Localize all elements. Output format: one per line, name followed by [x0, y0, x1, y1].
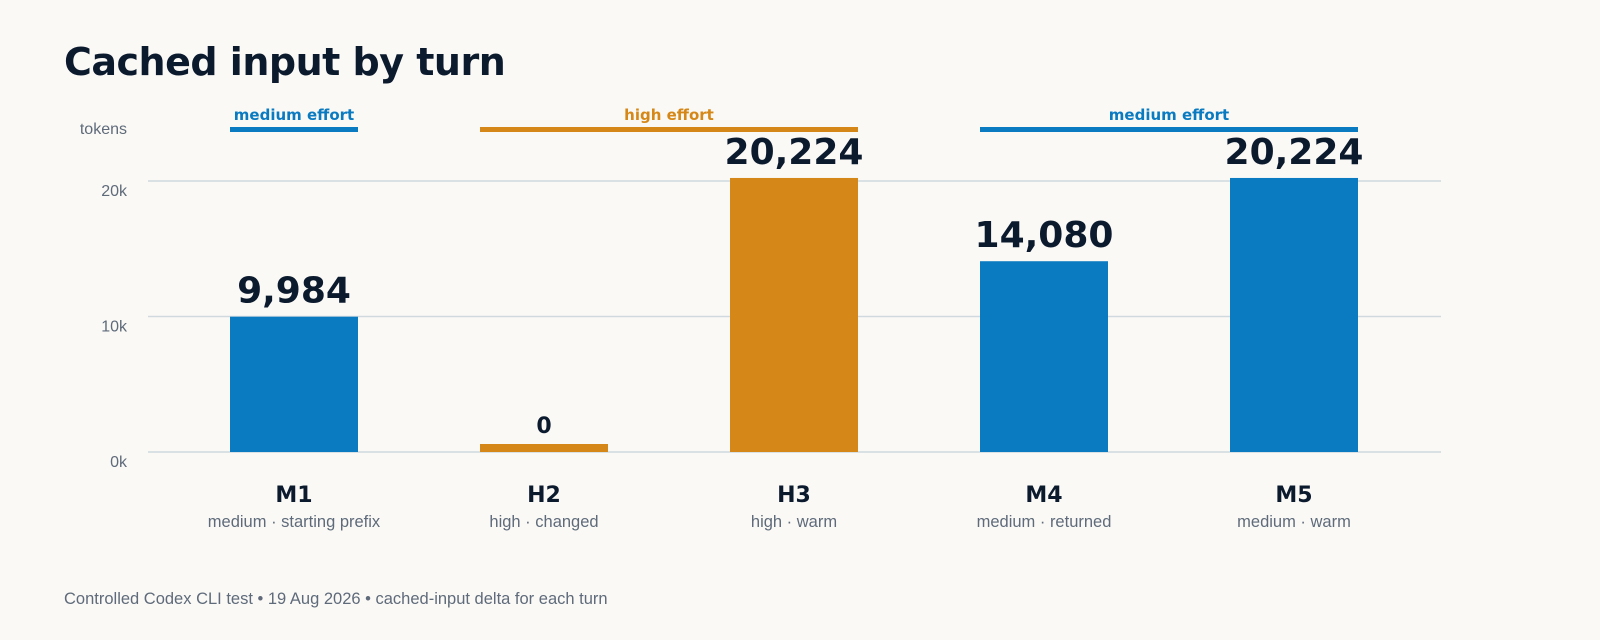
value-label: 20,224 — [725, 132, 864, 173]
x-tick-sublabel: medium · returned — [977, 513, 1112, 531]
chart-footnote: Controlled Codex CLI test • 19 Aug 2026 … — [64, 590, 608, 608]
x-tick-label: M4 — [1025, 483, 1062, 508]
bar — [980, 261, 1108, 452]
chart-title: Cached input by turn — [64, 40, 506, 84]
value-label: 14,080 — [975, 215, 1114, 256]
value-label: 20,224 — [1225, 132, 1364, 173]
x-tick-label: M1 — [275, 483, 312, 508]
x-tick-label: H3 — [777, 483, 811, 508]
x-tick-sublabel: high · changed — [489, 513, 598, 531]
group-label: medium effort — [1109, 106, 1229, 124]
value-label: 9,984 — [237, 271, 351, 312]
group-bracket — [230, 127, 358, 132]
group-bracket — [980, 127, 1358, 132]
bar — [480, 444, 608, 452]
x-tick-sublabel: medium · starting prefix — [208, 513, 381, 531]
group-label: high effort — [624, 106, 714, 124]
bar — [1230, 177, 1358, 453]
y-tick-label: 0k — [110, 454, 128, 471]
value-label: 0 — [536, 414, 551, 439]
x-tick-sublabel: medium · warm — [1237, 513, 1351, 531]
x-tick-label: M5 — [1275, 483, 1312, 508]
bar — [730, 177, 858, 453]
group-label: medium effort — [234, 106, 354, 124]
x-tick-sublabel: high · warm — [751, 513, 837, 531]
x-tick-label: H2 — [527, 483, 561, 508]
group-bracket — [480, 127, 858, 132]
bar — [230, 316, 358, 452]
y-tick-label: 20k — [101, 183, 128, 200]
y-tick-label: 10k — [101, 319, 128, 336]
y-axis-label: tokens — [80, 121, 127, 138]
